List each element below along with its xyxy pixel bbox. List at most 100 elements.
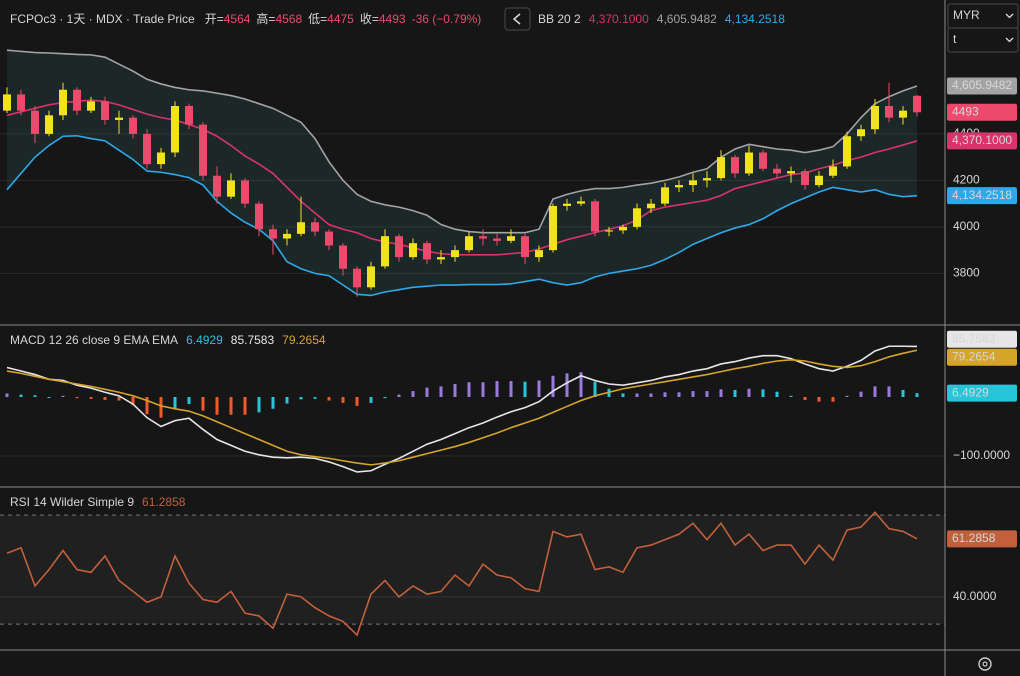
histogram-bar bbox=[271, 397, 275, 409]
histogram-bar bbox=[747, 388, 751, 397]
candle-body bbox=[815, 175, 823, 186]
candle-body bbox=[829, 166, 837, 176]
candle-body bbox=[661, 187, 669, 204]
indicator-name: BB 20 2 bbox=[538, 12, 581, 26]
histogram-bar bbox=[355, 397, 359, 406]
indicator-name: MACD 12 26 close 9 EMA EMA bbox=[10, 333, 178, 347]
candle-body bbox=[871, 106, 879, 130]
candle-body bbox=[451, 250, 459, 258]
settings-button[interactable] bbox=[978, 657, 992, 671]
candle-body bbox=[157, 152, 165, 165]
histogram-bar bbox=[509, 381, 513, 397]
candle-body bbox=[45, 115, 53, 134]
candle-body bbox=[381, 236, 389, 267]
candle-body bbox=[101, 101, 109, 120]
candle-body bbox=[241, 180, 249, 204]
candle-body bbox=[647, 203, 655, 209]
histogram-bar bbox=[831, 397, 835, 402]
ohlc-label: 开= bbox=[205, 12, 224, 26]
y-tick-label: 3800 bbox=[953, 266, 980, 280]
candle-body bbox=[633, 208, 641, 227]
candle-body bbox=[787, 171, 795, 174]
histogram-bar bbox=[901, 389, 905, 397]
dropdown-icon bbox=[1005, 13, 1014, 19]
ohlc-value: 4475 bbox=[327, 12, 354, 26]
histogram-bar bbox=[663, 392, 667, 397]
candle-body bbox=[913, 95, 921, 113]
ohlc-value: 4493 bbox=[379, 12, 406, 26]
legend-value: 79.2654 bbox=[282, 333, 326, 347]
change-label: -36 (−0.79%) bbox=[412, 12, 482, 26]
histogram-bar bbox=[551, 375, 555, 397]
histogram-bar bbox=[341, 397, 345, 403]
histogram-bar bbox=[19, 394, 23, 397]
histogram-bar bbox=[691, 391, 695, 397]
histogram-bar bbox=[873, 386, 877, 397]
last-value-label: 4493 bbox=[952, 104, 979, 118]
histogram-bar bbox=[75, 397, 79, 399]
candle-body bbox=[577, 201, 585, 204]
histogram-bar bbox=[677, 392, 681, 397]
bollinger-line bbox=[6, 134, 918, 297]
candle-body bbox=[297, 222, 305, 234]
histogram-bar bbox=[593, 381, 597, 397]
macd-line bbox=[6, 349, 918, 466]
histogram-bar bbox=[775, 391, 779, 397]
candle-body bbox=[479, 236, 487, 239]
last-value-label: 4,370.1000 bbox=[952, 133, 1012, 147]
histogram-bar bbox=[523, 381, 527, 397]
y-tick-label: 40.0000 bbox=[953, 589, 997, 603]
histogram-bar bbox=[61, 395, 65, 397]
last-value-label: 4,605.9482 bbox=[952, 78, 1012, 92]
indicator-name: RSI 14 Wilder Simple 9 bbox=[10, 495, 134, 509]
candle-body bbox=[689, 180, 697, 186]
histogram-bar bbox=[313, 397, 317, 399]
histogram-bar bbox=[103, 397, 107, 400]
candle-body bbox=[745, 152, 753, 174]
candle-body bbox=[395, 236, 403, 258]
collapse-button[interactable] bbox=[504, 7, 531, 31]
chevron-icon bbox=[512, 13, 521, 25]
histogram-bar bbox=[467, 382, 471, 397]
last-value-box bbox=[947, 330, 1017, 348]
candle-body bbox=[199, 124, 207, 176]
candle-body bbox=[87, 101, 95, 111]
legend-value: 85.7583 bbox=[231, 333, 275, 347]
histogram-bar bbox=[453, 384, 457, 397]
legend-value: 4,370.1000 bbox=[589, 12, 649, 26]
grid-layer bbox=[0, 133, 945, 625]
legend-value: 6.4929 bbox=[186, 333, 223, 347]
candle-body bbox=[283, 233, 291, 239]
last-value-box bbox=[947, 530, 1017, 548]
unit-value: t bbox=[953, 32, 957, 46]
histogram-bar bbox=[649, 393, 653, 397]
candle-body bbox=[129, 117, 137, 134]
histogram-bar bbox=[621, 393, 625, 397]
candle-body bbox=[885, 106, 893, 118]
last-value-box bbox=[947, 187, 1017, 205]
bollinger-line bbox=[6, 49, 918, 234]
histogram-bar bbox=[383, 397, 387, 399]
histogram-bar bbox=[159, 397, 163, 418]
histogram-bar bbox=[229, 397, 233, 415]
ohlc-label: 收= bbox=[360, 12, 379, 26]
candle-body bbox=[717, 157, 725, 179]
histogram-bar bbox=[411, 391, 415, 397]
last-value-box bbox=[947, 132, 1017, 150]
candle-body bbox=[311, 222, 319, 232]
histogram-bar bbox=[859, 391, 863, 397]
histogram-bar bbox=[89, 397, 93, 399]
histogram-bar bbox=[481, 382, 485, 397]
candle-body bbox=[675, 185, 683, 188]
rsi-legend: RSI 14 Wilder Simple 9 61.2858 bbox=[10, 495, 186, 509]
last-value-box bbox=[947, 384, 1017, 402]
y-tick-label: −100.0000 bbox=[953, 448, 1010, 462]
rsi-line bbox=[6, 511, 918, 637]
histogram-bar bbox=[761, 389, 765, 397]
candle-body bbox=[213, 175, 221, 197]
candle-body bbox=[59, 89, 67, 116]
unit-dropdown[interactable] bbox=[947, 27, 1019, 53]
histogram-bar bbox=[369, 397, 373, 403]
